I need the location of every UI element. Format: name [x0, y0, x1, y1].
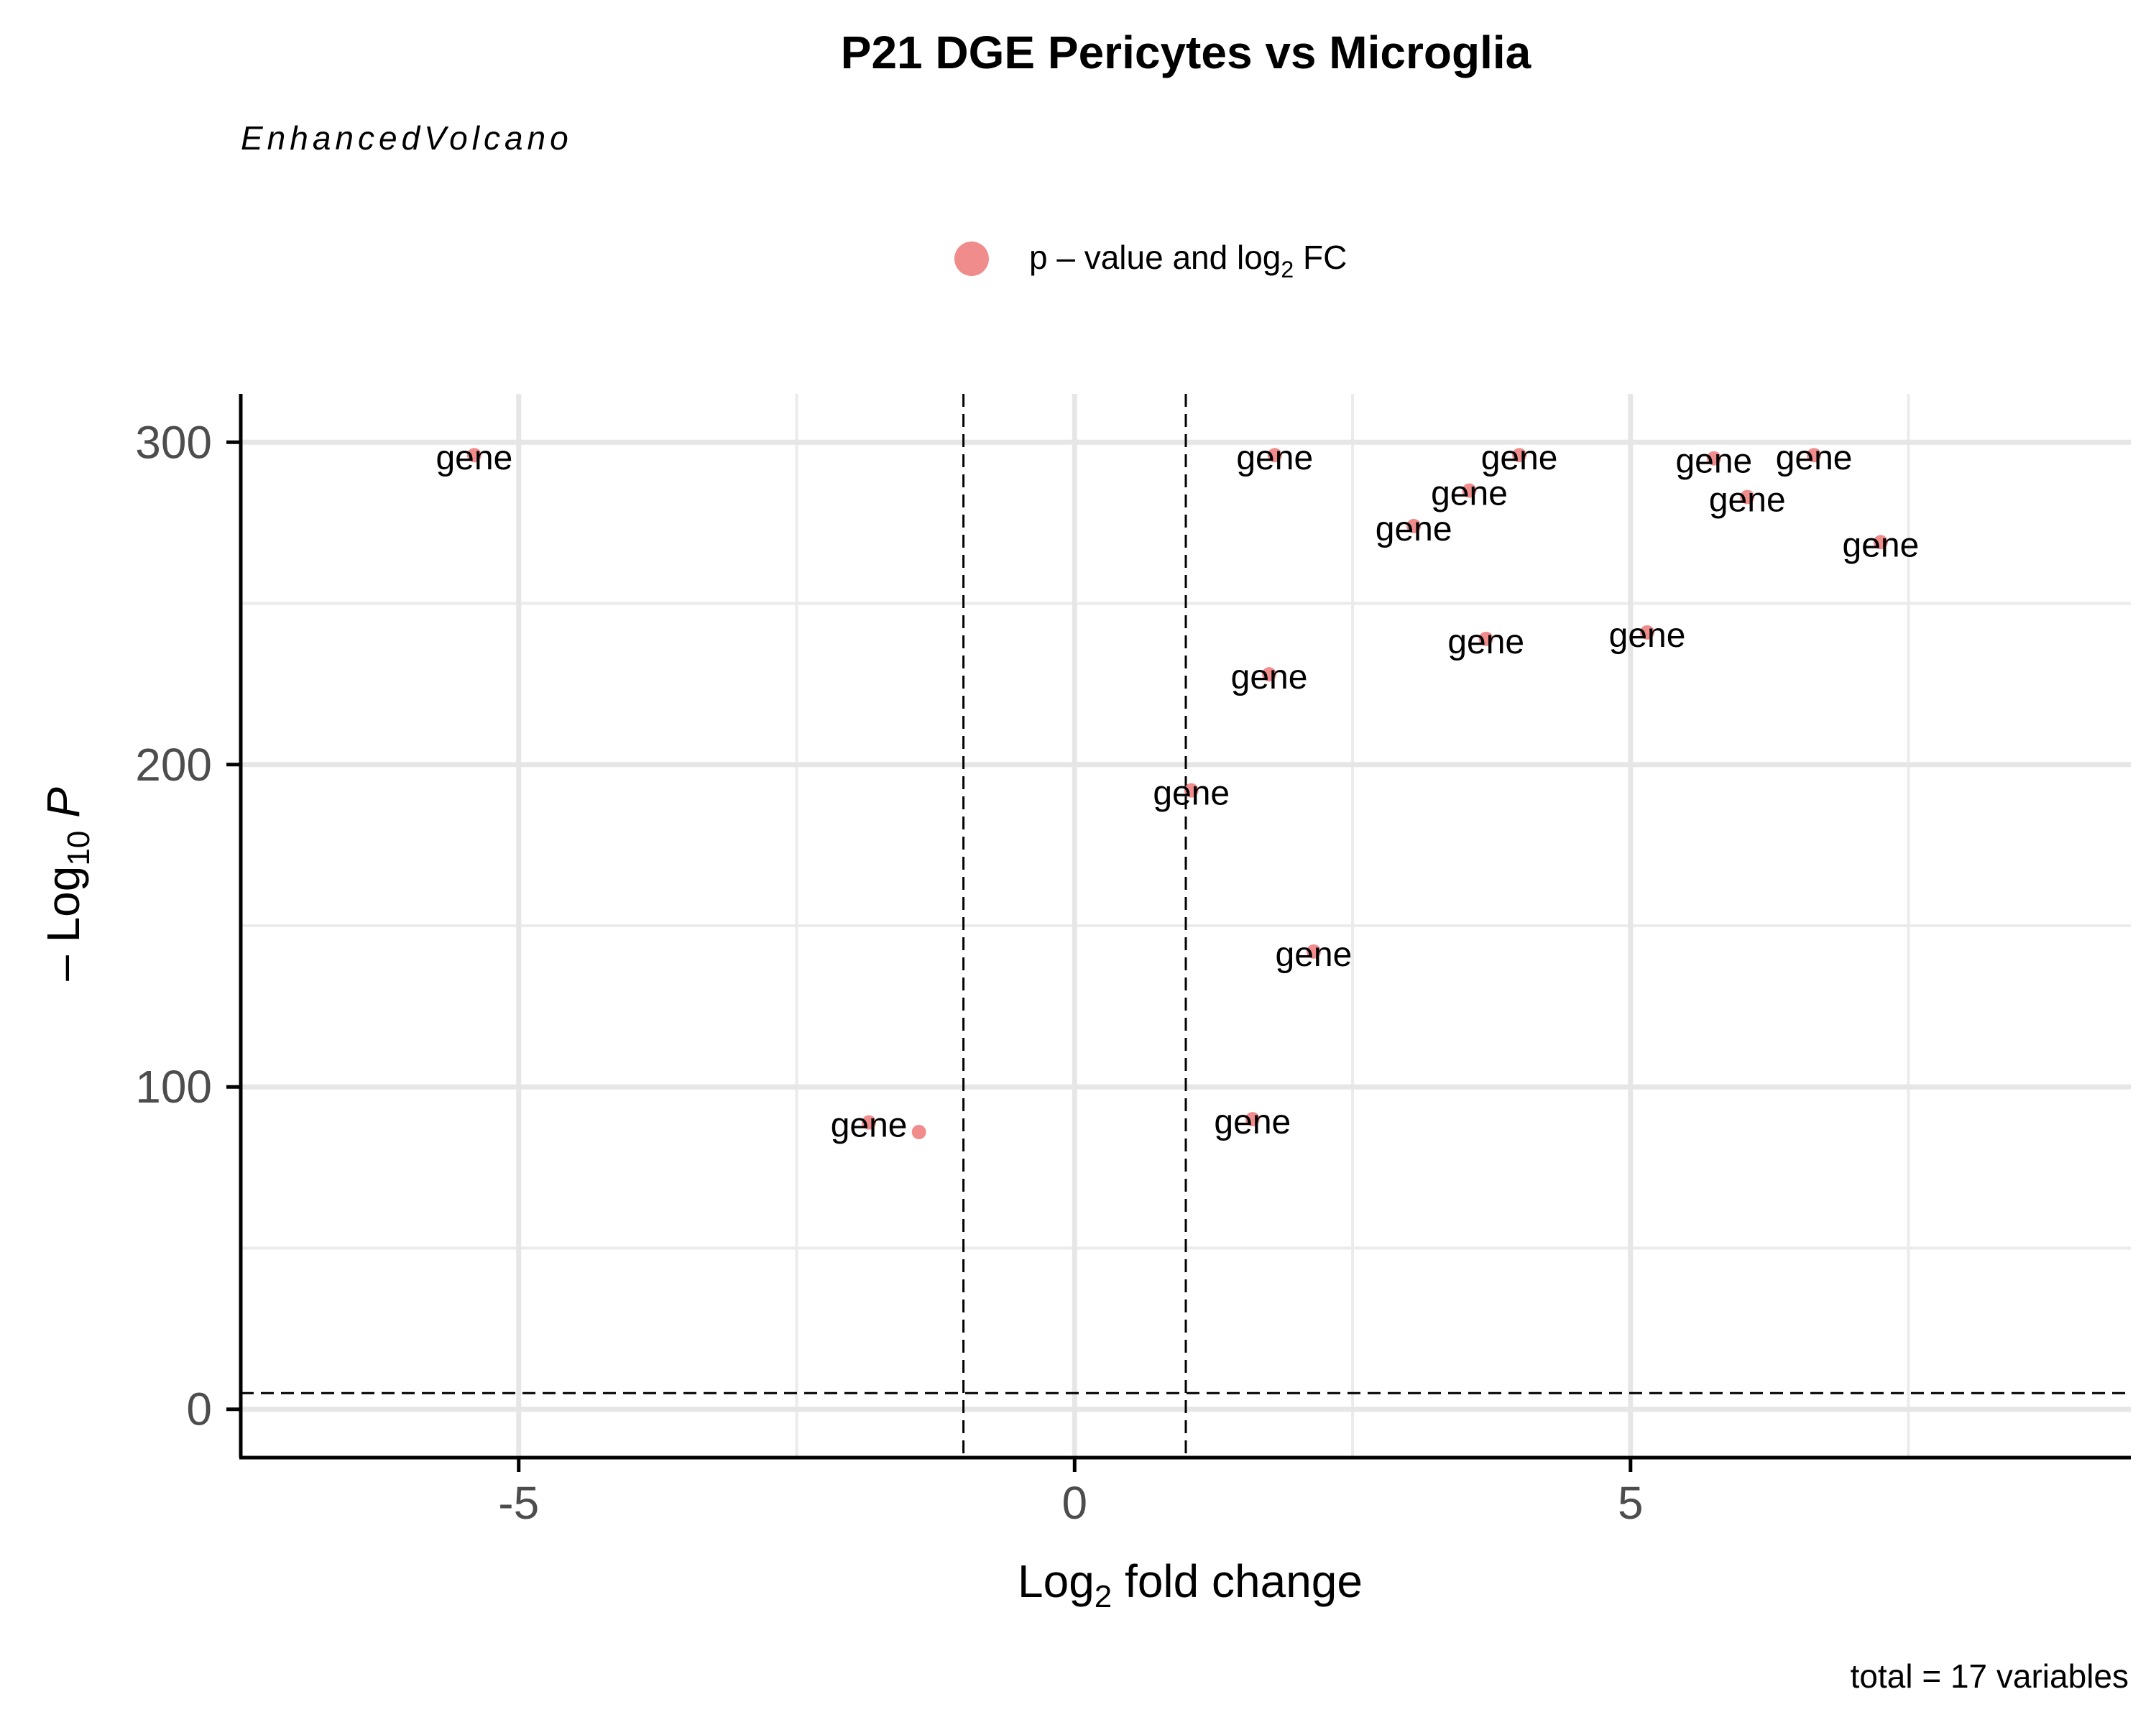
legend-label: p – value and log2 FC [1029, 239, 1347, 282]
data-point [1640, 625, 1655, 640]
x-axis-title: Log2 fold change [1018, 1555, 1363, 1614]
data-point [1807, 448, 1822, 463]
data-point [1306, 944, 1321, 959]
x-tick-label: -5 [498, 1477, 539, 1529]
data-point [1184, 783, 1199, 798]
data-point [1262, 667, 1277, 682]
chart-title: P21 DGE Pericytes vs Microglia [841, 27, 1531, 78]
point-label: gene [1431, 475, 1508, 513]
x-tick-label: 5 [1618, 1477, 1644, 1529]
point-label: gene [1214, 1103, 1291, 1141]
data-points [466, 448, 1888, 1140]
point-label: gene [1153, 775, 1230, 813]
data-point [1512, 448, 1527, 463]
data-point [1873, 535, 1888, 550]
data-point [1740, 489, 1755, 505]
cutoff-lines [241, 394, 2131, 1458]
data-point [1406, 518, 1422, 533]
y-tick-label: 0 [186, 1384, 212, 1435]
point-label: gene [1231, 658, 1308, 696]
point-labels: genegenegenegenegenegenegenegenegenegene… [436, 439, 1919, 1144]
data-point [862, 1115, 877, 1130]
point-label: gene [1236, 439, 1313, 477]
x-tick-label: 0 [1061, 1477, 1087, 1529]
data-point [1267, 448, 1282, 463]
data-point [1706, 451, 1721, 466]
data-point [466, 448, 482, 463]
point-label: gene [1609, 617, 1686, 655]
data-point [911, 1125, 926, 1140]
point-label: gene [1776, 439, 1853, 477]
legend-marker [954, 242, 989, 276]
y-axis-title: – Log10 P [37, 787, 96, 981]
legend: p – value and log2 FC [954, 239, 1347, 282]
caption: total = 17 variables [1851, 1657, 2129, 1695]
chart-subtitle: EnhancedVolcano [241, 119, 573, 157]
data-point [1478, 631, 1493, 646]
point-label: gene [436, 439, 512, 477]
point-label: gene [1675, 443, 1752, 481]
y-tick-label: 200 [135, 739, 212, 791]
point-label: gene [1843, 526, 1920, 564]
axes [226, 394, 2131, 1472]
point-label: gene [1376, 510, 1452, 548]
point-label: gene [1276, 936, 1353, 974]
point-label: gene [831, 1107, 908, 1145]
point-label: gene [1709, 482, 1786, 520]
data-point [1245, 1112, 1260, 1127]
y-tick-label: 100 [135, 1061, 212, 1113]
point-label: gene [1447, 623, 1524, 661]
y-tick-label: 300 [135, 416, 212, 468]
point-label: gene [1481, 439, 1558, 477]
data-point [1462, 483, 1477, 498]
